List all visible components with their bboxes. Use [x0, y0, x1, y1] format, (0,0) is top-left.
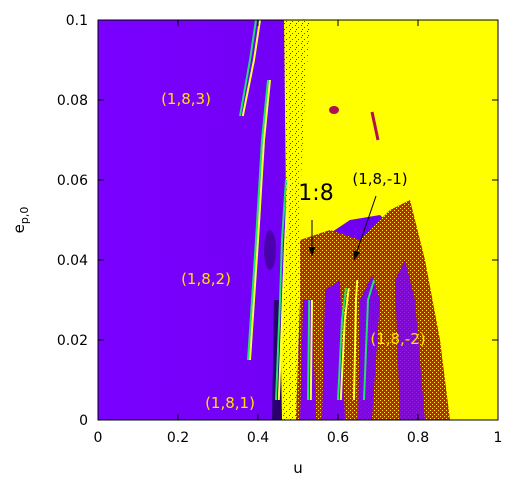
- annotation-label: 1:8: [298, 181, 333, 206]
- arrow-shaft: [353, 195, 377, 261]
- x-tick-label: 0.8: [407, 430, 429, 446]
- x-axis-title: u: [293, 459, 303, 477]
- heatmap-area: [98, 20, 498, 420]
- island-streak: [370, 111, 380, 141]
- y-tick-label: 0.1: [66, 13, 88, 29]
- resonance-curve-green: [247, 79, 269, 361]
- stable-tongue: [395, 260, 425, 420]
- annotation-label: (1,8,-2): [370, 330, 425, 348]
- x-tick-label: 0.2: [167, 430, 189, 446]
- resonance-curve-yellow: [339, 287, 350, 401]
- axes: 0 0.2 0.4 0.6 0.8 1 0 0.02 0.04 0.06 0.08 0.1: [57, 13, 503, 446]
- resonance-curve-green: [307, 299, 311, 401]
- plot-frame: [97, 19, 499, 421]
- resonance-curve-yellow: [309, 299, 313, 401]
- annotation-label: (1,8,-1): [352, 170, 407, 188]
- resonance-curve-green: [275, 179, 287, 401]
- arrow-head: [353, 250, 361, 260]
- y-tick-label: 0: [79, 413, 88, 429]
- y-axis-title-subscript: p,0: [18, 207, 31, 224]
- y-tick-label: 0.02: [57, 333, 88, 349]
- x-tick-label: 1: [494, 430, 503, 446]
- resonance-curve-green: [363, 279, 375, 401]
- annotation-label: (1,8,1): [205, 394, 255, 412]
- annotation-label: (1,8,3): [161, 90, 211, 108]
- y-tick-label: 0.06: [57, 173, 88, 189]
- y-tick-label: 0.08: [57, 93, 88, 109]
- resonance-curve-yellow: [241, 20, 261, 117]
- resonance-curve-yellow: [277, 179, 291, 401]
- annotation-label: (1,8,2): [181, 270, 231, 288]
- resonance-curve-green: [239, 20, 257, 117]
- annotations: (1,8,3) (1,8,2) (1,8,1) (1,8,-2) 1:8 (1,8,-1): [161, 90, 426, 412]
- y-axis-title-base: e: [10, 224, 28, 233]
- speckle-region: [282, 20, 310, 420]
- y-axis-title: ep,0: [10, 207, 31, 234]
- resonance-curves: [239, 20, 375, 401]
- resonance-curve-yellow: [249, 79, 271, 361]
- resonance-curve-yellow: [353, 279, 359, 401]
- resonance-curve-green: [337, 287, 347, 401]
- arrow-head: [308, 247, 316, 256]
- x-tick-label: 0.4: [247, 430, 269, 446]
- stable-tongue: [358, 275, 380, 420]
- x-tick-label: 0: [94, 430, 103, 446]
- x-tick-label: 0.6: [327, 430, 349, 446]
- dark-blob: [264, 230, 276, 270]
- island: [329, 106, 339, 114]
- y-tick-label: 0.04: [57, 253, 88, 269]
